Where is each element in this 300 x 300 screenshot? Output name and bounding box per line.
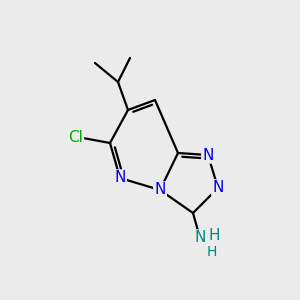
Text: N: N <box>202 148 214 163</box>
Text: N: N <box>154 182 166 197</box>
Text: H: H <box>207 245 217 259</box>
Text: N: N <box>212 181 224 196</box>
Text: N: N <box>114 170 126 185</box>
Text: H: H <box>208 229 220 244</box>
Text: Cl: Cl <box>68 130 83 146</box>
Text: N: N <box>194 230 206 245</box>
